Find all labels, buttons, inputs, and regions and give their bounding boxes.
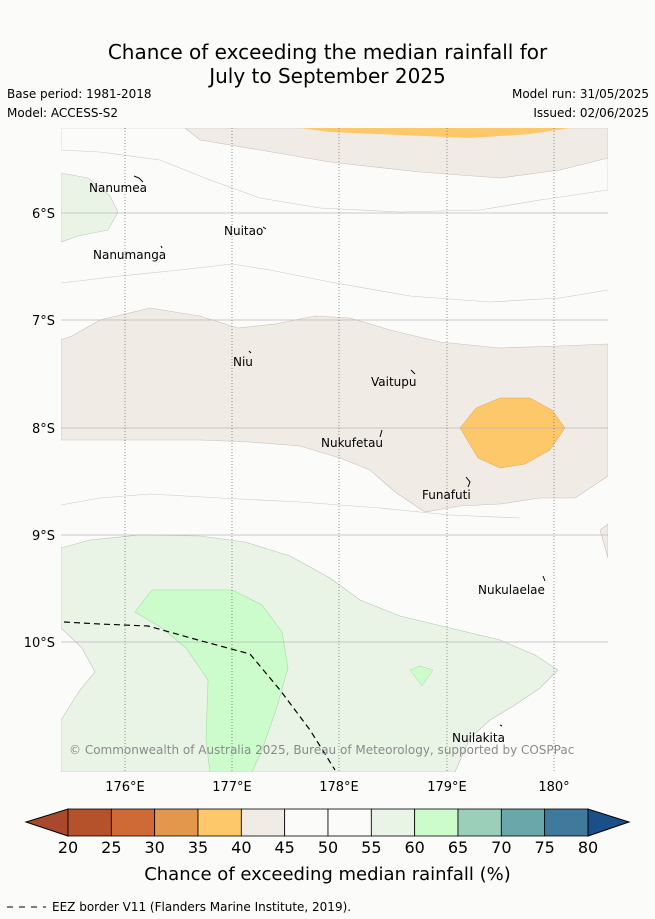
colorbar-swatch <box>370 808 416 837</box>
lon-label: 179°E <box>427 780 467 795</box>
colorbar-tick: 65 <box>448 838 468 857</box>
colorbar-tick: 60 <box>404 838 424 857</box>
colorbar-swatch <box>284 808 329 837</box>
issued-date: Issued: 02/06/2025 <box>533 106 649 120</box>
colorbar-swatch <box>327 808 372 837</box>
title-line-1: Chance of exceeding the median rainfall … <box>107 40 548 64</box>
island-label: Funafuti <box>422 488 471 502</box>
colorbar-tick: 75 <box>534 838 554 857</box>
island-label: Nukufetau <box>321 436 383 450</box>
contour-60-65-south <box>134 589 289 772</box>
lat-label: 6°S <box>32 207 55 222</box>
lon-label: 178°E <box>319 780 359 795</box>
island-label: Vaitupu <box>371 375 417 389</box>
contour-55-60-nanumea <box>61 172 119 243</box>
island-label: Nuitao <box>224 224 263 238</box>
colorbar-tick: 40 <box>231 838 251 857</box>
colorbar-swatch <box>154 808 199 837</box>
island-shapes <box>133 175 546 727</box>
colorbar-tick: 35 <box>188 838 208 857</box>
colorbar-over-arrow <box>587 808 631 837</box>
colorbar-tick: 55 <box>361 838 381 857</box>
contour-60-65-small <box>409 665 434 687</box>
island-nanumea-shape <box>133 175 144 183</box>
colorbar-tick-labels: 20 25 30 35 40 45 50 55 60 65 70 75 80 <box>58 838 598 857</box>
colorbar-swatch <box>500 808 546 837</box>
colorbar-tick: 70 <box>491 838 511 857</box>
island-nanumanga-shape <box>160 245 163 249</box>
colorbar-swatch <box>110 808 156 837</box>
colorbar-title: Chance of exceeding median rainfall (%) <box>144 864 511 885</box>
model-run: Model run: 31/05/2025 <box>511 87 649 101</box>
colorbar-swatch <box>457 808 502 837</box>
latitude-labels: 6°S 7°S 8°S 9°S 10°S <box>24 207 55 651</box>
island-nuitao-shape <box>262 226 267 230</box>
contour-40-45-central <box>61 307 608 513</box>
base-period: Base period: 1981-2018 <box>7 87 152 101</box>
colorbar-swatch <box>414 808 459 837</box>
model-name: Model: ACCESS-S2 <box>7 106 119 120</box>
island-label: Nanumanga <box>93 248 166 262</box>
island-vaitupu-shape <box>410 369 416 375</box>
colorbar-swatch <box>240 808 286 837</box>
colorbar-tick: 80 <box>578 838 598 857</box>
island-nukufetau-shape <box>379 429 383 438</box>
copyright-notice: © Commonwealth of Australia 2025, Bureau… <box>69 743 574 757</box>
contour-line <box>61 128 608 213</box>
island-nuilakita-shape <box>499 724 503 727</box>
contour-40-45-north <box>184 128 608 179</box>
contour-35-40-north <box>300 128 570 138</box>
island-label: Nukulaelae <box>478 583 545 597</box>
colorbar-swatch <box>197 808 242 837</box>
map-title: Chance of exceeding the median rainfall … <box>0 40 655 88</box>
colorbar-swatch <box>544 808 589 837</box>
contour-line <box>61 263 608 303</box>
island-funafuti-shape <box>465 476 471 488</box>
eez-border <box>63 621 336 771</box>
map-area: Nanumea Nuitao Nanumanga Niu Vaitupu Nuk… <box>61 128 608 772</box>
island-niu-shape <box>248 350 252 354</box>
colorbar <box>24 808 631 837</box>
contour-40-45-east <box>599 523 608 559</box>
gridlines <box>61 128 608 772</box>
colorbar-tick: 45 <box>274 838 294 857</box>
lat-label: 7°S <box>32 314 55 329</box>
colorbar-under-arrow <box>24 808 69 837</box>
lon-label: 177°E <box>212 780 252 795</box>
colorbar-swatch <box>67 808 112 837</box>
lon-label: 180° <box>538 780 569 795</box>
lat-label: 8°S <box>32 422 55 437</box>
island-nukulaelae-shape <box>542 575 546 582</box>
contour-line <box>61 493 521 519</box>
eez-legend-label: EEZ border V11 (Flanders Marine Institut… <box>52 900 352 914</box>
colorbar-tick: 25 <box>101 838 121 857</box>
colorbar-tick: 50 <box>318 838 338 857</box>
lat-label: 9°S <box>32 529 55 544</box>
island-label: Niu <box>233 355 253 369</box>
colorbar-tick: 30 <box>144 838 164 857</box>
lat-label: 10°S <box>24 636 55 651</box>
title-line-2: July to September 2025 <box>209 64 446 88</box>
island-label: Nanumea <box>89 181 147 195</box>
lon-label: 176°E <box>105 780 145 795</box>
colorbar-tick: 20 <box>58 838 78 857</box>
island-label: Nuilakita <box>452 731 505 745</box>
island-labels: Nanumea Nuitao Nanumanga Niu Vaitupu Nuk… <box>89 181 545 745</box>
longitude-labels: 176°E 177°E 178°E 179°E 180° <box>105 780 569 795</box>
